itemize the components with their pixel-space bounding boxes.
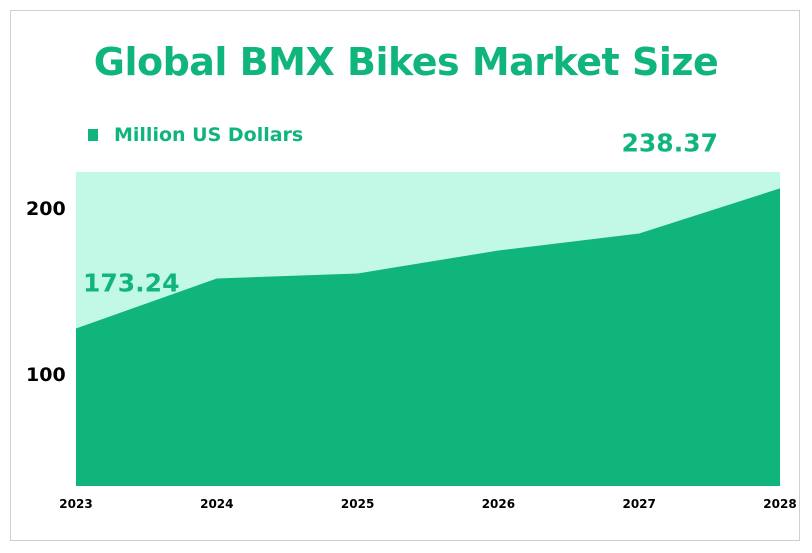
data-label: 238.37 (622, 128, 718, 157)
x-tick-label: 2027 (622, 497, 655, 511)
y-tick-label: 100 (26, 364, 66, 386)
data-label: 173.24 (83, 268, 179, 297)
x-tick-label: 2023 (59, 497, 92, 511)
y-tick-label: 200 (26, 198, 66, 220)
x-tick-label: 2025 (341, 497, 374, 511)
x-tick-label: 2024 (200, 497, 233, 511)
chart-title: Global BMX Bikes Market Size (93, 40, 719, 84)
x-tick-label: 2028 (763, 497, 796, 511)
legend: Million US Dollars (88, 124, 303, 146)
area-series (76, 188, 780, 486)
x-tick-label: 2026 (482, 497, 515, 511)
legend-label: Million US Dollars (114, 124, 304, 146)
chart-frame (10, 10, 800, 541)
legend-swatch (88, 129, 98, 141)
